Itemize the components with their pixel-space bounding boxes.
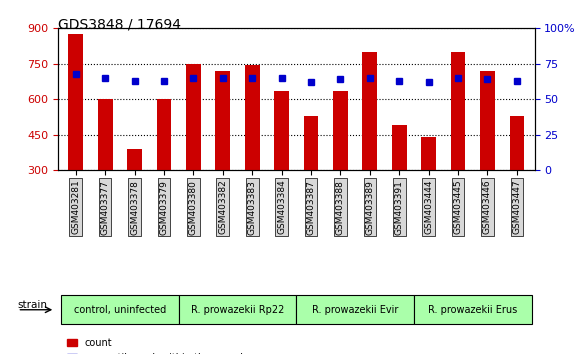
Bar	[363, 52, 377, 170]
Legend: count, percentile rank within the sample: count, percentile rank within the sample	[63, 334, 253, 354]
FancyBboxPatch shape	[414, 295, 532, 324]
Bar	[510, 116, 524, 170]
Bar	[157, 99, 171, 170]
Bar	[127, 149, 142, 170]
Bar	[392, 125, 407, 170]
Bar	[98, 99, 113, 170]
Bar	[245, 65, 260, 170]
Text: control, uninfected: control, uninfected	[74, 305, 166, 315]
Text: GDS3848 / 17694: GDS3848 / 17694	[58, 18, 181, 32]
FancyBboxPatch shape	[61, 295, 179, 324]
Bar	[480, 71, 495, 170]
Bar	[451, 52, 465, 170]
Bar	[304, 116, 318, 170]
Text: R. prowazekii Evir: R. prowazekii Evir	[312, 305, 399, 315]
Bar	[216, 71, 230, 170]
Bar	[333, 91, 348, 170]
Text: R. prowazekii Erus: R. prowazekii Erus	[428, 305, 518, 315]
Bar	[421, 137, 436, 170]
Text: strain: strain	[17, 300, 48, 310]
FancyBboxPatch shape	[296, 295, 414, 324]
Text: R. prowazekii Rp22: R. prowazekii Rp22	[191, 305, 284, 315]
FancyBboxPatch shape	[179, 295, 296, 324]
Bar	[274, 91, 289, 170]
Bar	[69, 34, 83, 170]
Bar	[186, 64, 200, 170]
